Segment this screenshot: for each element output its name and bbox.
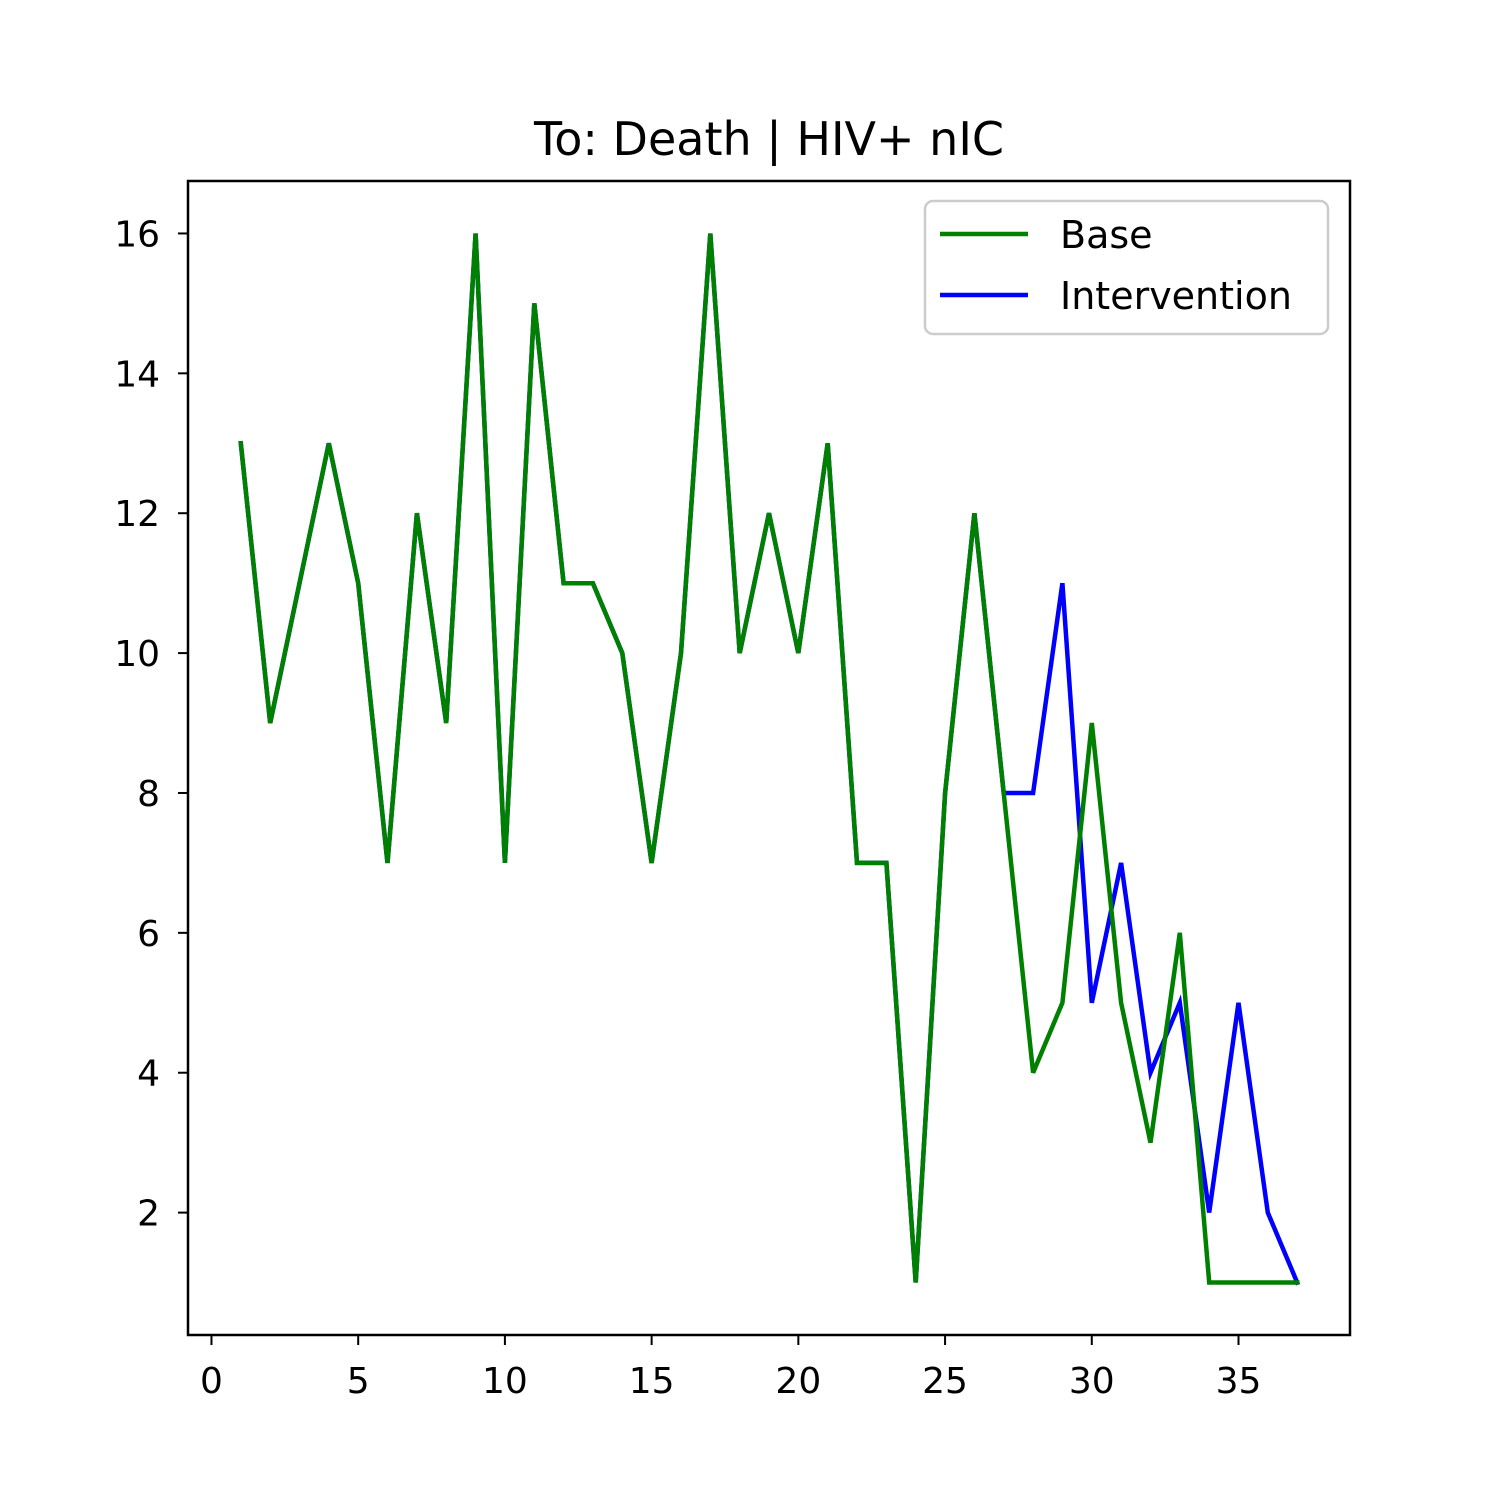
series-lines <box>238 233 1301 1286</box>
y-tick-label: 12 <box>114 494 160 535</box>
x-tick-label: 5 <box>347 1361 370 1402</box>
x-tick-label: 0 <box>200 1361 223 1402</box>
x-tick-label: 25 <box>922 1361 968 1402</box>
plot-frame <box>186 179 1352 1337</box>
x-tick-label: 10 <box>482 1361 528 1402</box>
y-tick-label: 2 <box>137 1194 160 1235</box>
y-tick-label: 16 <box>114 214 160 255</box>
legend: Base Intervention <box>923 199 1330 336</box>
series-line-base <box>238 233 1300 1285</box>
x-tick-label: 15 <box>629 1361 675 1402</box>
y-tick-label: 6 <box>137 914 160 955</box>
legend-label-intervention: Intervention <box>1060 274 1292 318</box>
y-tick-label: 4 <box>137 1054 160 1095</box>
y-tick-label: 8 <box>137 774 160 815</box>
x-tick-label: 30 <box>1069 1361 1115 1402</box>
y-tick-label: 14 <box>114 354 160 395</box>
y-axis: 2 4 6 8 10 12 14 16 <box>114 214 188 1235</box>
x-axis: 0 5 10 15 20 25 30 35 <box>200 1335 1261 1402</box>
x-tick-label: 20 <box>775 1361 821 1402</box>
legend-label-base: Base <box>1060 213 1153 257</box>
chart-title: To: Death | HIV+ nIC <box>533 112 1004 167</box>
y-tick-label: 10 <box>114 634 160 675</box>
x-tick-label: 35 <box>1216 1361 1262 1402</box>
